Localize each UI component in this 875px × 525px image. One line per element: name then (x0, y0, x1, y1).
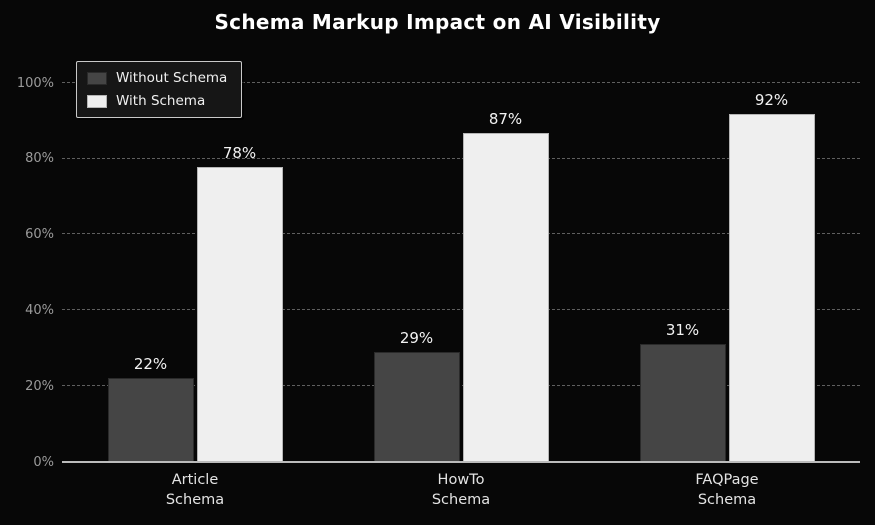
bar-without-schema: 22% (107, 355, 194, 461)
legend-entry: With Schema (87, 93, 227, 109)
plot-area: 22% 78% Article Schema 29% 87% HowTo Schema 31… (62, 57, 860, 508)
bar-without-schema: 29% (373, 329, 460, 461)
y-tick-label: 80% (25, 151, 54, 167)
gridline-60 (62, 233, 860, 235)
legend-label: Without Schema (116, 70, 228, 86)
bar-value-label: 78% (222, 143, 257, 162)
bar-value-label: 87% (488, 109, 523, 128)
gridline-80 (62, 157, 860, 159)
gridline-100 (62, 82, 860, 84)
bar-with-schema: 92% (728, 91, 815, 461)
legend-entry: Without Schema (87, 70, 227, 86)
bar-group: 22% 78% Article Schema (62, 57, 328, 508)
bar-value-label: 29% (399, 328, 434, 347)
bar-group: 31% 92% FAQPage Schema (594, 57, 860, 508)
legend-swatch (87, 71, 107, 85)
y-tick-label: 60% (25, 227, 54, 243)
bar-group: 29% 87% HowTo Schema (328, 57, 594, 508)
y-tick-label: 100% (16, 75, 54, 91)
chart-title: Schema Markup Impact on AI Visibility (214, 10, 661, 34)
y-tick-label: 40% (25, 303, 54, 319)
bar-with-schema: 87% (462, 110, 549, 461)
x-category-label: FAQPage Schema (695, 472, 759, 509)
bar-value-label: 31% (665, 320, 700, 339)
bar-value-label: 92% (754, 90, 789, 109)
y-tick-label: 0% (33, 455, 54, 470)
legend-label: With Schema (116, 93, 206, 109)
y-tick-label: 20% (25, 379, 54, 395)
bar-value-label: 22% (133, 354, 168, 373)
x-category-label: Article Schema (165, 472, 225, 509)
bar-groups: 22% 78% Article Schema 29% 87% HowTo Schema 31… (62, 57, 860, 508)
legend-swatch (87, 94, 107, 108)
legend: Without Schema With Schema (76, 61, 243, 118)
bar-with-schema: 78% (196, 144, 283, 461)
gridline-40 (62, 308, 860, 310)
gridline-20 (62, 384, 860, 386)
x-category-label: HowTo Schema (431, 472, 491, 509)
bar-without-schema: 31% (639, 321, 726, 461)
